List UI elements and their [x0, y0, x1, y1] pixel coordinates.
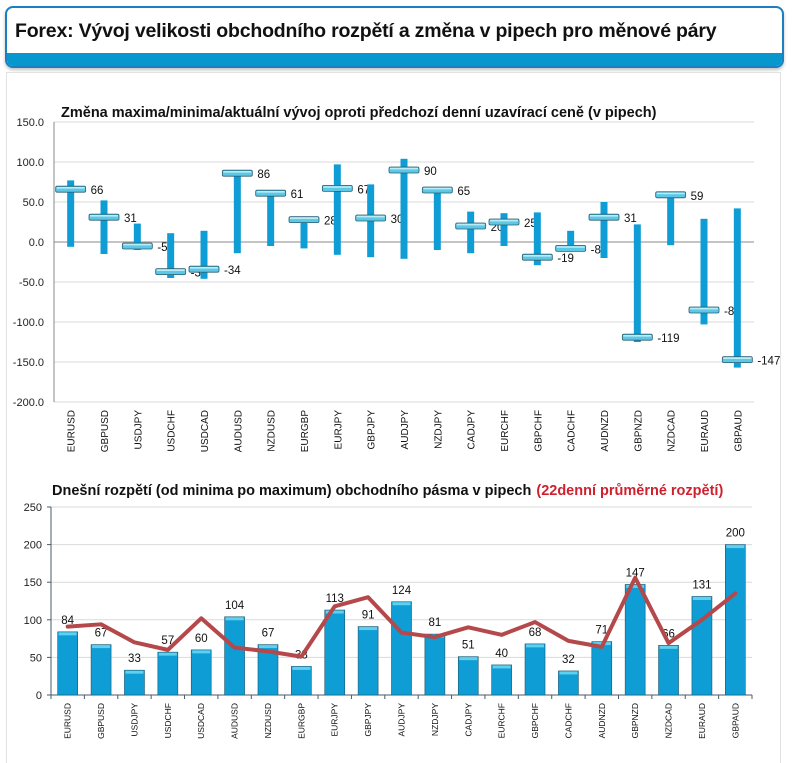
spread-chart-bar	[458, 657, 478, 695]
spread-chart-bar	[525, 644, 545, 695]
spread-chart-bar	[225, 617, 245, 695]
spread-chart-data-label: 33	[128, 653, 141, 665]
spread-chart-item: 200	[725, 528, 745, 695]
spread-chart-item: 60	[191, 633, 211, 695]
spread-chart-data-label: 67	[95, 628, 108, 640]
spread-chart-item: 32	[558, 654, 578, 695]
spread-chart-bar-highlight	[92, 645, 110, 648]
spread-chart-y-axis: 250 200 150 100 50 0	[24, 502, 42, 702]
spread-chart-category-label: CADCHF	[563, 703, 573, 738]
spread-chart-bar	[124, 670, 144, 695]
spread-chart-category-label: AUDNZD	[597, 703, 607, 738]
spread-chart-bar	[725, 545, 745, 695]
spread-chart-item: 68	[525, 627, 545, 695]
spread-chart-bar-highlight	[125, 671, 143, 674]
spread-chart-item: 81	[425, 617, 445, 695]
spread-chart-data-label: 51	[462, 640, 475, 652]
spread-chart-bar	[191, 650, 211, 695]
spread-chart-data-label: 81	[428, 617, 441, 629]
spread-chart-category-label: NZDJPY	[430, 703, 440, 736]
spread-chart-category-label: GBPUSD	[96, 703, 106, 739]
spread-chart-category-label: GBPNZD	[630, 703, 640, 738]
spread-chart-bar	[91, 645, 111, 695]
spread-chart-y-tick: 150	[24, 577, 42, 589]
spread-chart-category-label: EURJPY	[330, 703, 340, 737]
spread-chart-bar-highlight	[526, 644, 544, 647]
spread-chart-category-label: USDJPY	[129, 703, 139, 737]
spread-chart-bar	[358, 627, 378, 695]
spread-chart-bar-highlight	[159, 653, 177, 656]
spread-chart-category-label: EURCHF	[497, 703, 507, 738]
spread-chart-item: 67	[258, 628, 278, 695]
spread-chart-data-label: 91	[362, 610, 375, 622]
spread-chart-title: Dnešní rozpětí (od minima po maximum) ob…	[52, 483, 723, 499]
spread-chart-data-label: 40	[495, 648, 508, 660]
spread-chart-y-tick: 50	[30, 652, 42, 664]
spread-chart-bar-highlight	[359, 627, 377, 630]
spread-chart-category-label: GBPJPY	[363, 703, 373, 737]
spread-chart-y-tick: 200	[24, 540, 42, 552]
spread-chart-category-label: CADJPY	[463, 703, 473, 737]
spread-chart-y-tick: 0	[36, 690, 42, 702]
spread-chart-bar-highlight	[192, 650, 210, 653]
spread-chart-category-label: GBPAUD	[730, 703, 740, 738]
spread-chart-bar-highlight	[393, 602, 411, 605]
spread-chart-category-label: AUDUSD	[230, 703, 240, 739]
spread-chart-bar-highlight	[493, 665, 511, 668]
spread-chart-title-main: Dnešní rozpětí (od minima po maximum) ob…	[52, 483, 531, 499]
spread-chart-bar	[158, 652, 178, 695]
spread-chart-item: 67	[91, 628, 111, 695]
spread-chart-bar	[492, 665, 512, 695]
spread-chart-bar	[392, 602, 412, 695]
spread-chart-item: 33	[124, 653, 144, 695]
spread-chart-category-label: GBPCHF	[530, 703, 540, 738]
spread-chart-data-label: 131	[692, 579, 711, 591]
spread-chart-bar	[425, 634, 445, 695]
spread-chart-bar	[558, 671, 578, 695]
spread-chart-item: 131	[692, 579, 712, 695]
spread-chart-y-tick: 100	[24, 615, 42, 627]
spread-chart-item: 40	[492, 648, 512, 695]
spread-chart-bar-highlight	[59, 632, 77, 635]
spread-chart-bar-highlight	[459, 657, 477, 660]
spread-chart-bar-highlight	[559, 671, 577, 674]
spread-chart-bar	[692, 596, 712, 695]
spread-chart-category-label: NZDCAD	[664, 703, 674, 738]
spread-chart-bar-highlight	[660, 646, 678, 649]
spread-chart-data-label: 104	[225, 600, 245, 612]
spread-chart-item: 91	[358, 610, 378, 695]
spread-chart-item: 147	[625, 567, 645, 695]
spread-chart-bar	[659, 645, 679, 695]
spread-chart-title-suffix: (22denní průměrné rozpětí)	[536, 483, 723, 499]
spread-chart-data-label: 67	[262, 628, 275, 640]
spread-chart-category-label: EURGBP	[296, 703, 306, 739]
spread-chart-bar	[291, 666, 311, 695]
spread-chart-bar-highlight	[292, 667, 310, 670]
spread-chart-bar-highlight	[259, 645, 277, 648]
spread-chart-y-tick: 250	[24, 502, 42, 514]
spread-chart-category-label: USDCHF	[163, 703, 173, 738]
spread-chart-data-label: 60	[195, 633, 208, 645]
spread-chart-category-label: AUDJPY	[397, 703, 407, 737]
spread-chart-data-label: 68	[529, 627, 542, 639]
spread-chart-category-label: USDCAD	[196, 703, 206, 739]
spread-chart-bar-highlight	[226, 617, 244, 620]
spread-chart-bar	[592, 642, 612, 695]
spread-chart-bar	[625, 584, 645, 695]
spread-chart-data-label: 124	[392, 585, 412, 597]
spread-chart-data-label: 32	[562, 654, 575, 666]
spread-chart-bar-highlight	[726, 545, 744, 548]
spread-chart-bar	[58, 632, 78, 695]
spread-chart-category-label: EURUSD	[63, 703, 73, 739]
spread-chart-item: 124	[392, 585, 412, 695]
spread-chart-x-axis: EURUSD GBPUSD USDJPY USDCHF USDCAD AUDUSD NZDU…	[63, 703, 741, 739]
spread-chart-data-label: 200	[726, 528, 745, 540]
spread-chart-category-label: NZDUSD	[263, 703, 273, 738]
spread-chart-item: 51	[458, 640, 478, 695]
spread-chart-bar-highlight	[693, 597, 711, 600]
spread-chart-category-label: EURAUD	[697, 703, 707, 739]
spread-chart-bar	[325, 610, 345, 695]
